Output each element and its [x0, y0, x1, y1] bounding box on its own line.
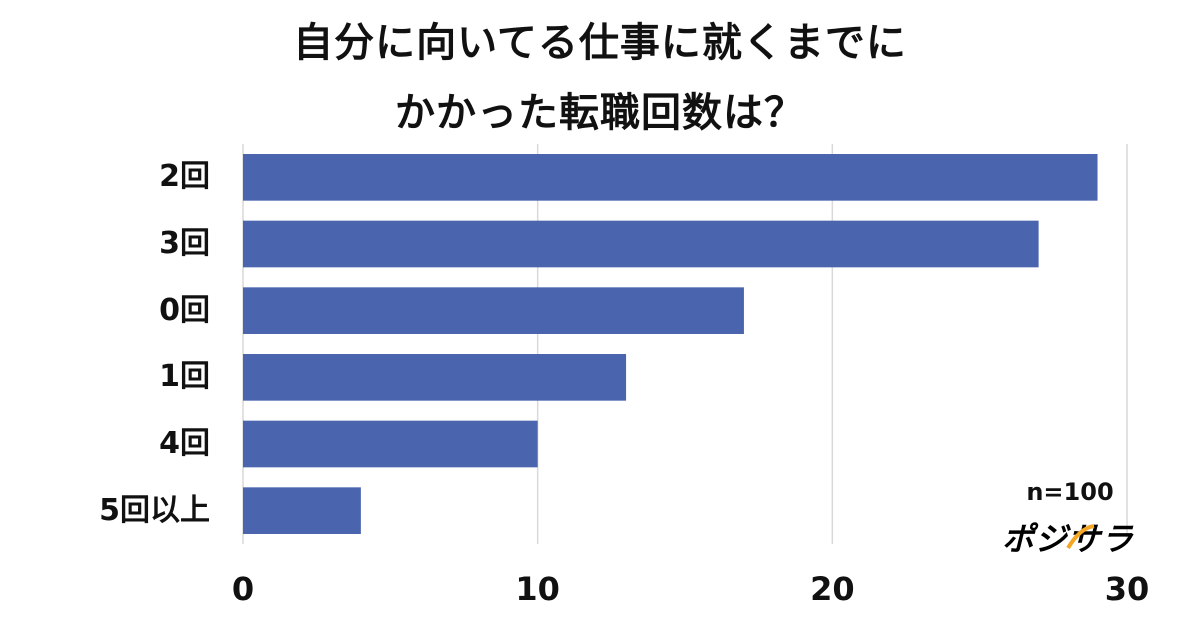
category-label: 5回以上	[99, 492, 210, 528]
category-label: 0回	[159, 292, 210, 328]
bar-series	[243, 154, 1098, 534]
sample-size-annotation: n=100	[1026, 478, 1114, 506]
bar-4	[243, 420, 538, 468]
chart-title-line-2: かかった転職回数は？	[395, 90, 805, 136]
category-label: 3回	[159, 226, 210, 261]
brand-logo: ポジサラ	[1002, 520, 1134, 558]
bar-1	[243, 220, 1039, 268]
bar-5	[243, 487, 361, 534]
logo-swoosh-icon	[1066, 524, 1095, 550]
category-label: 1回	[159, 359, 210, 395]
bar-3	[243, 354, 627, 401]
brand-logo-text: ポジサラ	[1002, 520, 1134, 558]
x-tick-label: 0	[231, 570, 255, 608]
grid-lines	[242, 144, 1128, 544]
x-tick-label: 30	[1104, 570, 1150, 608]
x-tick-label: 20	[810, 570, 855, 608]
bar-2	[243, 287, 744, 334]
category-label: 4回	[159, 426, 210, 461]
bar-0	[243, 154, 1098, 201]
chart-title-line-1: 自分に向いてる仕事に就くまでに	[293, 20, 907, 66]
x-tick-label: 10	[515, 570, 560, 608]
category-label: 2回	[159, 159, 210, 195]
